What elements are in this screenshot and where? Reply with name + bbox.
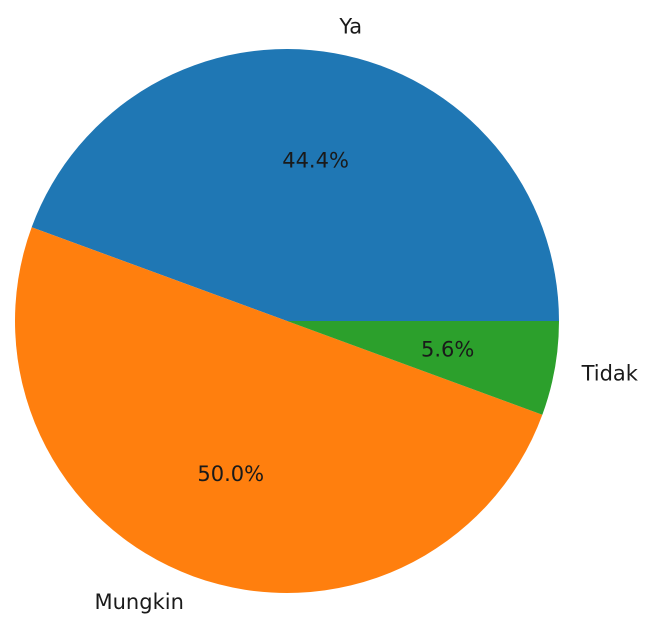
pct-label-mungkin: 50.0%: [197, 462, 264, 486]
pie-slice-tidak: [287, 321, 559, 415]
pie-slices: [15, 48, 560, 593]
percentage-labels: 44.4% 50.0% 5.6%: [197, 148, 474, 486]
category-label-ya: Ya: [338, 14, 362, 38]
pie-slice-mungkin: [15, 227, 543, 593]
pie-slice-ya: [31, 48, 560, 322]
category-label-tidak: Tidak: [581, 361, 639, 385]
pct-label-tidak: 5.6%: [421, 338, 474, 362]
pct-label-ya: 44.4%: [282, 148, 349, 172]
category-label-mungkin: Mungkin: [95, 590, 184, 614]
category-labels: Ya Mungkin Tidak: [95, 14, 639, 613]
